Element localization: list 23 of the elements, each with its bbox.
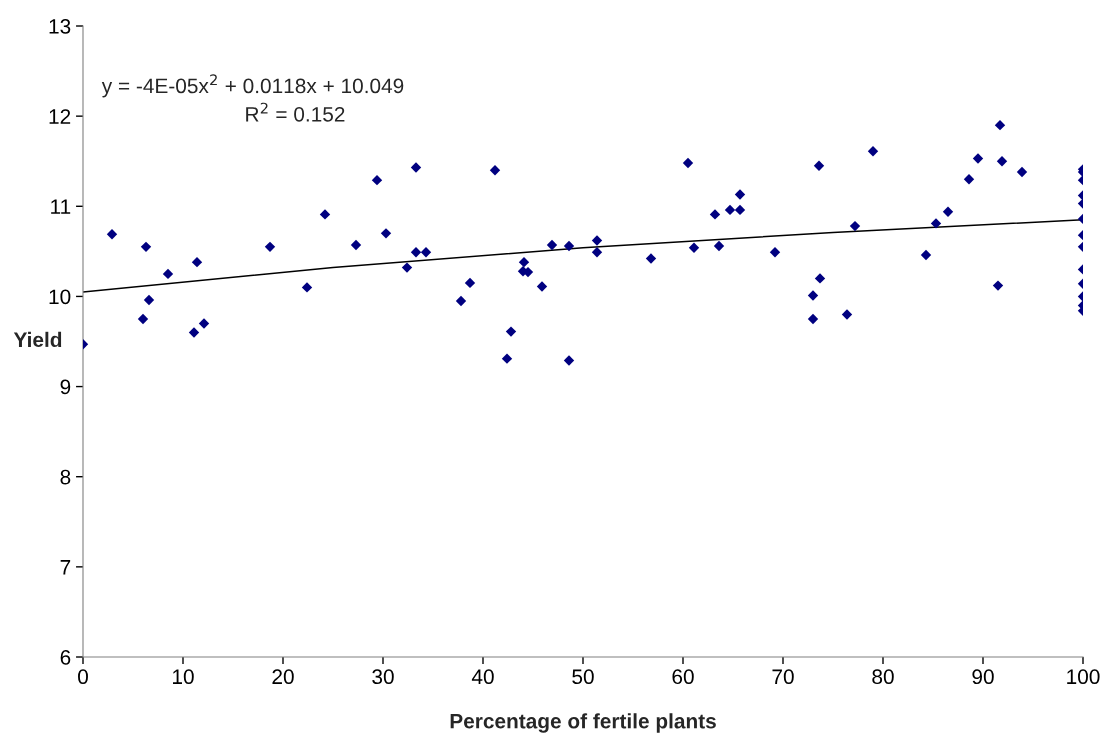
y-tick-label: 6 xyxy=(60,650,71,665)
y-axis-title: Yield xyxy=(13,331,62,348)
x-tick-label: 20 xyxy=(272,669,294,685)
y-tick-label: 12 xyxy=(49,109,71,124)
x-tick-label: 30 xyxy=(372,669,394,685)
y-tick-label: 8 xyxy=(60,469,71,485)
x-tick-label: 40 xyxy=(471,669,494,685)
x-tick-label: 90 xyxy=(972,669,994,685)
x-axis-title: Percentage of fertile plants xyxy=(450,713,716,733)
y-tick-label: 9 xyxy=(60,379,71,395)
y-tick-label: 7 xyxy=(60,560,71,575)
y-tick-label: 13 xyxy=(49,19,71,34)
y-tick-label: 10 xyxy=(49,289,71,305)
x-tick-label: 60 xyxy=(672,669,694,685)
x-tick-label: 100 xyxy=(1067,669,1100,685)
annotation: y = -4E-05x$^{2}$ + 0.0118x + 10.049 xyxy=(101,74,404,98)
x-tick-label: 10 xyxy=(173,669,194,685)
y-tick-label: 11 xyxy=(51,199,71,214)
x-tick-label: 0 xyxy=(78,669,88,685)
annotation: R$^{2}$ = 0.152 xyxy=(246,102,345,122)
x-tick-label: 70 xyxy=(772,669,794,685)
x-tick-label: 50 xyxy=(572,669,594,685)
x-tick-label: 80 xyxy=(872,669,894,685)
